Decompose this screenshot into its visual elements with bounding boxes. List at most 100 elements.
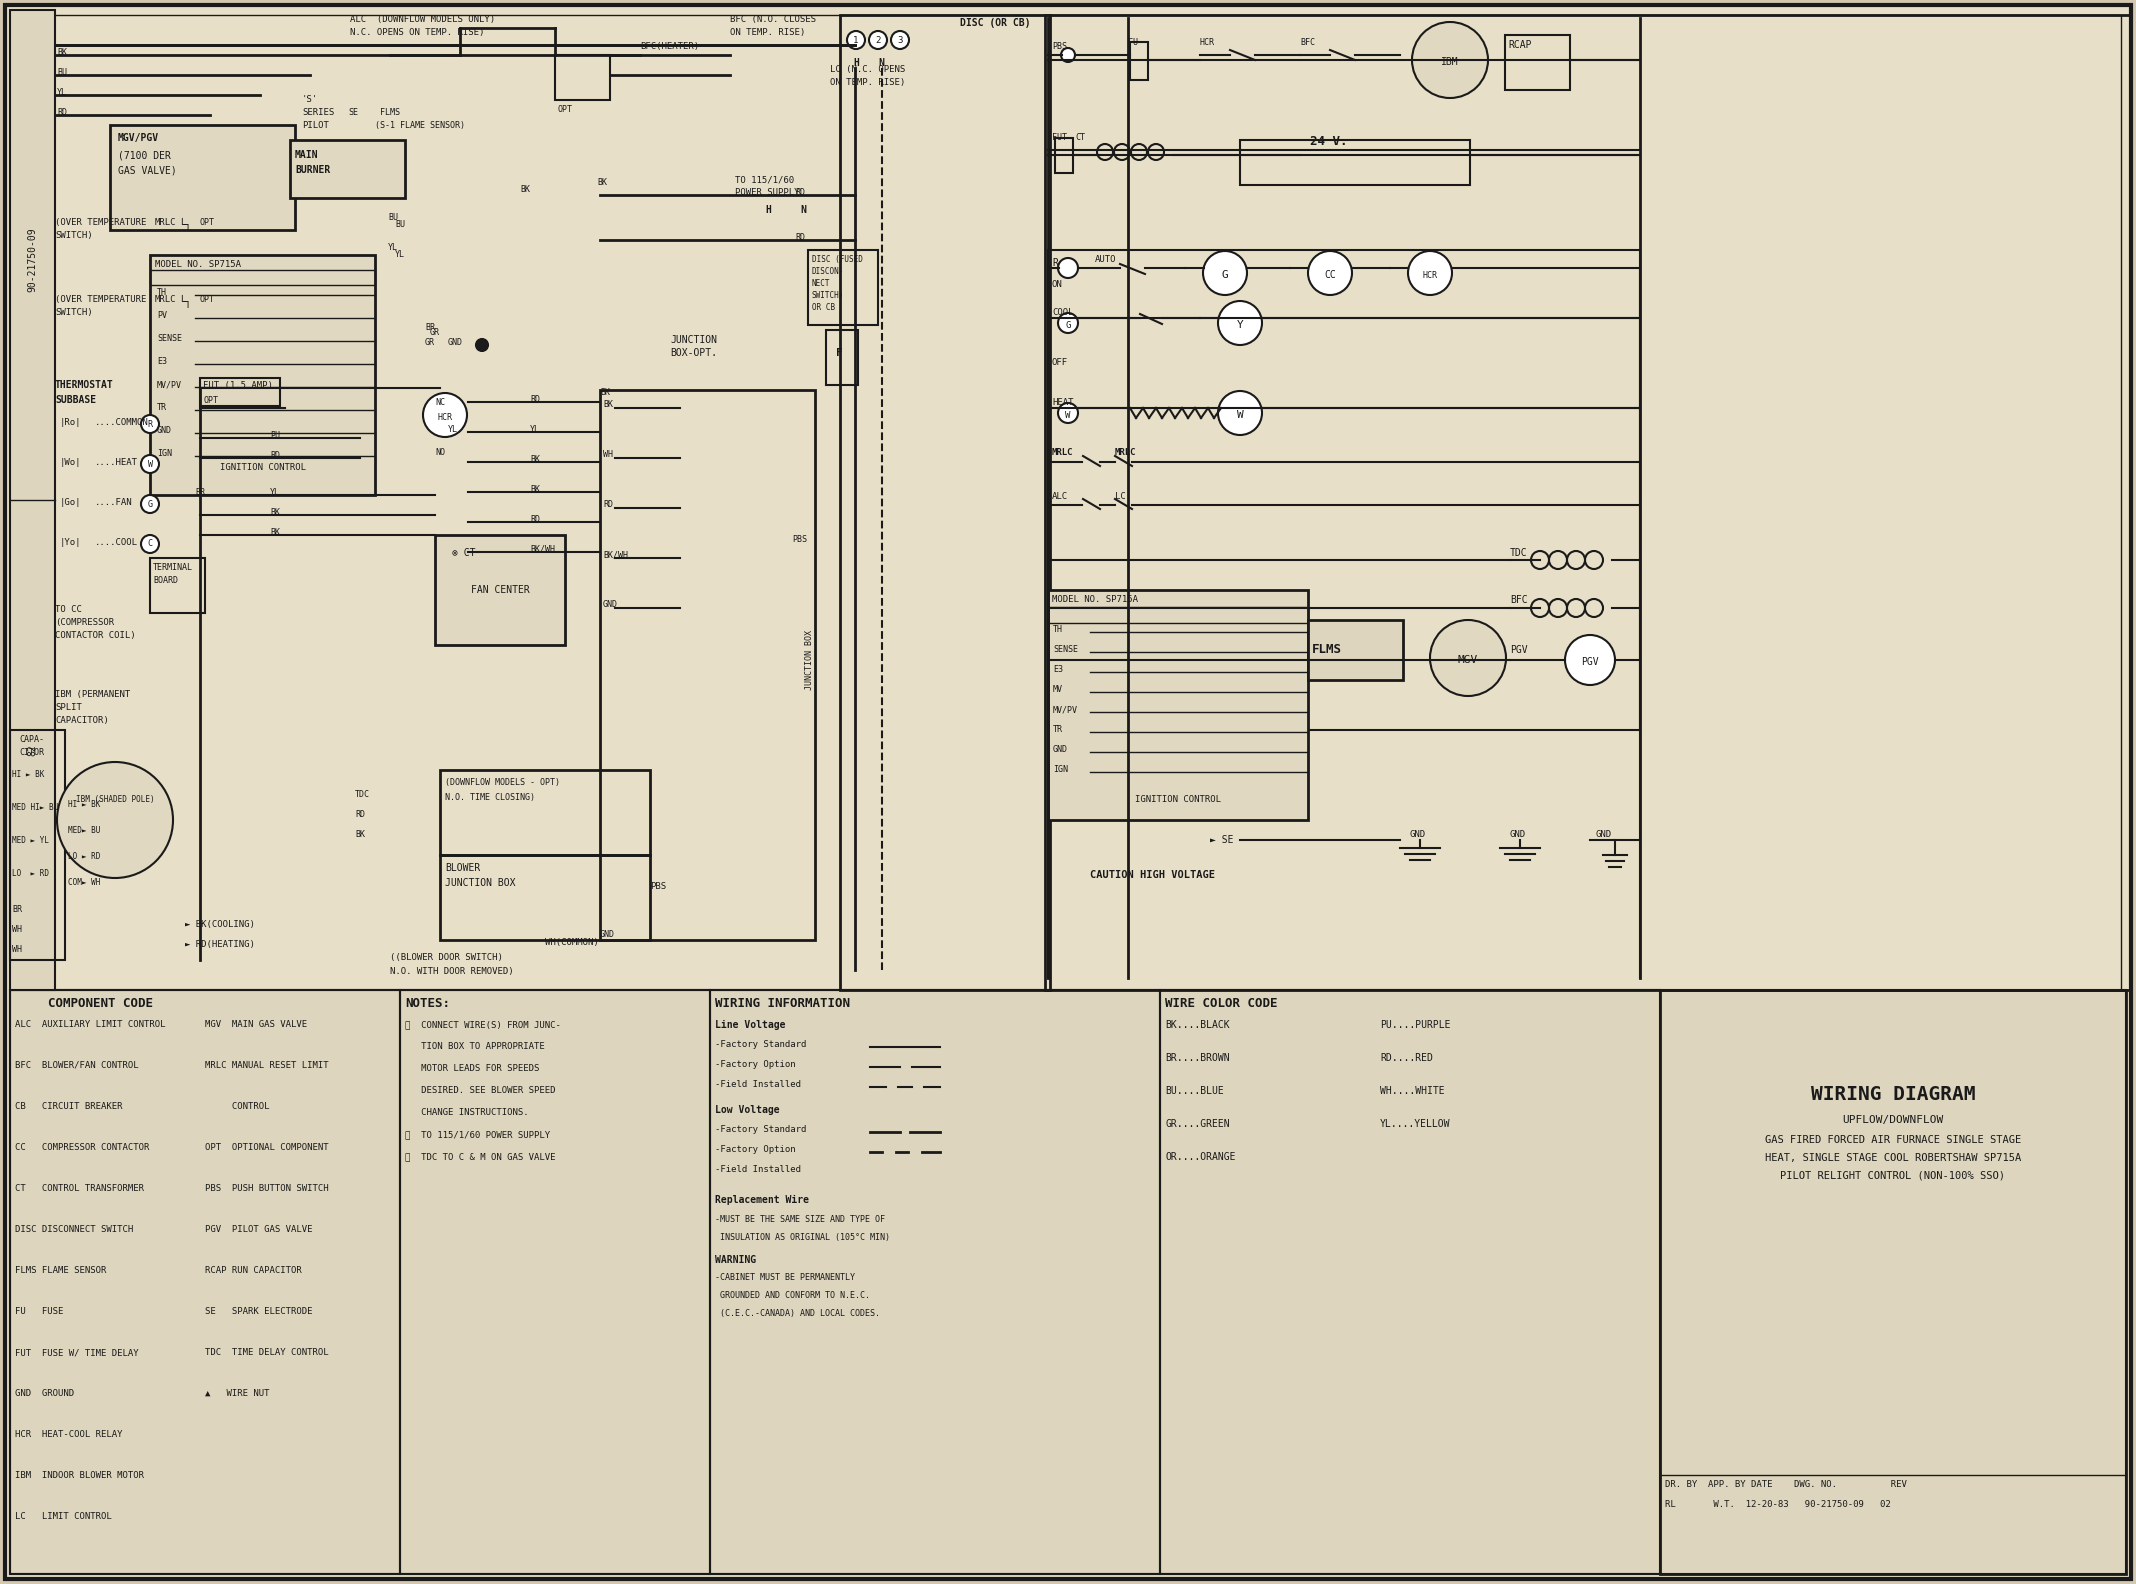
Text: CAUTION HIGH VOLTAGE: CAUTION HIGH VOLTAGE [1089,870,1215,881]
Text: OR....ORANGE: OR....ORANGE [1164,1152,1235,1163]
Text: RD: RD [602,501,613,508]
Text: OPT: OPT [201,295,216,304]
Text: RD: RD [530,394,540,404]
Text: ③  TDC TO C & M ON GAS VALVE: ③ TDC TO C & M ON GAS VALVE [406,1152,555,1161]
Text: PGV  PILOT GAS VALVE: PGV PILOT GAS VALVE [205,1224,312,1234]
Text: MRLC MANUAL RESET LIMIT: MRLC MANUAL RESET LIMIT [205,1061,329,1071]
Text: DISCON-: DISCON- [812,268,844,276]
Text: CB   CIRCUIT BREAKER: CB CIRCUIT BREAKER [15,1102,122,1110]
Text: 2: 2 [876,35,880,44]
Text: CONTACTOR COIL): CONTACTOR COIL) [56,630,135,640]
Circle shape [1566,635,1615,684]
Text: ON: ON [1053,280,1064,288]
Text: BK: BK [269,527,280,537]
Text: FLMS FLAME SENSOR: FLMS FLAME SENSOR [15,1266,107,1275]
Text: GR....GREEN: GR....GREEN [1164,1118,1230,1129]
Text: (COMPRESSOR: (COMPRESSOR [56,618,113,627]
Circle shape [1057,402,1079,423]
Text: IGN: IGN [158,448,173,458]
Text: -CABINET MUST BE PERMANENTLY: -CABINET MUST BE PERMANENTLY [716,1274,854,1281]
Text: |Go|: |Go| [60,497,81,507]
Text: PBS: PBS [792,535,807,543]
Text: THERMOSTAT: THERMOSTAT [56,380,113,390]
Text: COM► WH: COM► WH [68,878,100,887]
Text: SPLIT: SPLIT [56,703,81,711]
Circle shape [141,496,158,513]
Text: -Factory Option: -Factory Option [716,1060,795,1069]
Text: GND: GND [1510,830,1525,840]
Circle shape [1057,314,1079,333]
Text: MRLC: MRLC [156,219,177,227]
Text: CC   COMPRESSOR CONTACTOR: CC COMPRESSOR CONTACTOR [15,1144,150,1152]
Circle shape [1218,301,1262,345]
Circle shape [1062,48,1074,62]
Text: JUNCTION BOX: JUNCTION BOX [444,878,515,889]
Text: RD: RD [530,515,540,524]
Text: MV/PV: MV/PV [158,380,182,390]
Text: BFC  BLOWER/FAN CONTROL: BFC BLOWER/FAN CONTROL [15,1061,139,1071]
Bar [150,558,205,613]
Text: JUNCTION BOX: JUNCTION BOX [805,630,814,691]
Text: RD: RD [795,233,805,242]
Text: BK: BK [530,455,540,464]
Text: BU: BU [395,220,406,230]
Text: NC: NC [436,398,444,407]
Text: BK....BLACK: BK....BLACK [1164,1020,1230,1030]
Circle shape [1429,619,1506,695]
Text: -MUST BE THE SAME SIZE AND TYPE OF: -MUST BE THE SAME SIZE AND TYPE OF [716,1215,884,1224]
Text: IGN: IGN [1053,765,1068,775]
Text: ....COOL: ....COOL [94,539,139,546]
Text: BR: BR [13,904,21,914]
Bar [1160,990,1660,1574]
Text: TH: TH [158,288,167,298]
Text: (7100 DER: (7100 DER [117,150,171,160]
Text: ....COMMON: ....COMMON [94,418,150,428]
Text: Replacement Wire: Replacement Wire [716,1194,810,1205]
Text: SENSE: SENSE [1053,645,1079,654]
Text: G: G [147,499,152,508]
Text: GAS VALVE): GAS VALVE) [117,165,177,174]
Text: FUT  FUSE W/ TIME DELAY: FUT FUSE W/ TIME DELAY [15,1348,139,1357]
Text: DISC DISCONNECT SWITCH: DISC DISCONNECT SWITCH [15,1224,132,1234]
Text: FUT: FUT [1053,133,1068,143]
Text: GROUNDED AND CONFORM TO N.E.C.: GROUNDED AND CONFORM TO N.E.C. [716,1291,869,1300]
Bar [1506,35,1570,90]
Bar [150,269,376,285]
Circle shape [869,32,886,49]
Text: 82: 82 [28,744,36,756]
Text: BK: BK [519,185,530,193]
Text: (OVER TEMPERATURE: (OVER TEMPERATURE [56,219,147,227]
Text: IGNITION CONTROL: IGNITION CONTROL [1134,795,1222,805]
Text: COOL: COOL [1053,307,1074,317]
Text: N: N [878,59,884,68]
Text: MGV: MGV [1459,656,1478,665]
Text: -Field Installed: -Field Installed [716,1164,801,1174]
Bar [11,990,399,1574]
Text: YL: YL [530,425,540,434]
Text: BR....BROWN: BR....BROWN [1164,1053,1230,1063]
Text: ALC  AUXILIARY LIMIT CONTROL: ALC AUXILIARY LIMIT CONTROL [15,1020,164,1030]
Text: LO ► RD: LO ► RD [68,852,100,862]
Text: BK/WH: BK/WH [602,550,628,559]
Text: FAN CENTER: FAN CENTER [470,584,530,596]
Bar [839,14,1051,990]
Bar [1241,139,1470,185]
Text: YL: YL [395,250,406,260]
Text: (OVER TEMPERATURE: (OVER TEMPERATURE [56,295,147,304]
Bar [440,855,649,939]
Circle shape [1057,258,1079,279]
Circle shape [848,32,865,49]
Text: RD....RED: RD....RED [1380,1053,1433,1063]
Text: E3: E3 [1053,665,1064,675]
Circle shape [1412,22,1489,98]
Text: N: N [801,204,805,215]
Bar [600,390,816,939]
Bar [555,55,611,100]
Text: WH: WH [13,946,21,954]
Text: BK: BK [530,485,540,494]
Text: GND: GND [602,600,617,608]
Text: TO 115/1/60: TO 115/1/60 [735,174,795,184]
Text: ....FAN: ....FAN [94,497,132,507]
Text: HCR  HEAT-COOL RELAY: HCR HEAT-COOL RELAY [15,1430,122,1438]
Text: HCR: HCR [1423,271,1438,279]
